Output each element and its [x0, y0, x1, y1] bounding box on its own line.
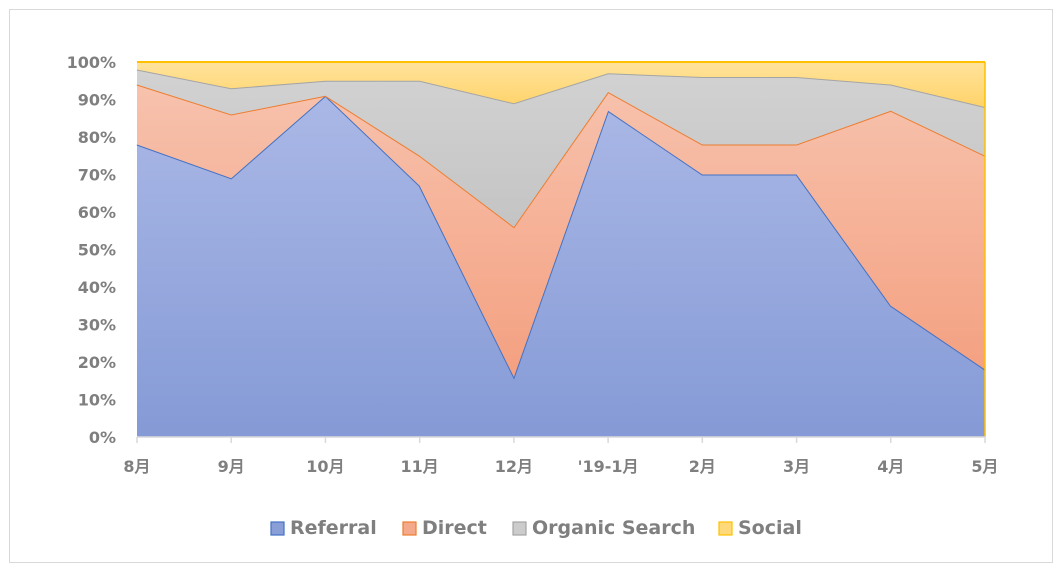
y-tick-label: 90%	[78, 91, 116, 110]
x-axis-ticks: 8月 9月 10月 11月 12月 '19-1月 2月 3月 4月 5月	[123, 457, 998, 476]
legend-swatch	[270, 521, 285, 536]
legend-swatch	[402, 521, 417, 536]
legend: Referral Direct Organic Search Social	[270, 517, 802, 539]
x-tick-label: 5月	[971, 457, 998, 476]
y-tick-label: 30%	[78, 316, 116, 335]
area-organic-search	[137, 69, 985, 227]
x-tick-label: 4月	[877, 457, 904, 476]
legend-label: Direct	[422, 517, 487, 539]
area-direct	[137, 84, 985, 377]
x-tick-label: 8月	[123, 457, 150, 476]
x-tick-label: 10月	[306, 457, 344, 476]
legend-label: Social	[738, 517, 802, 539]
y-tick-label: 40%	[78, 278, 116, 297]
area-referral	[137, 95, 985, 437]
x-tick-label: 9月	[218, 457, 245, 476]
legend-item-direct: Direct	[402, 517, 487, 539]
y-tick-label: 70%	[78, 166, 116, 185]
x-tick-label: 3月	[783, 457, 810, 476]
y-axis-ticks: 0% 10% 20% 30% 40% 50% 60% 70% 80% 90% 100%	[67, 53, 116, 447]
y-tick-label: 10%	[78, 391, 116, 410]
area-social	[137, 62, 985, 107]
legend-swatch	[718, 521, 733, 536]
legend-swatch	[512, 521, 527, 536]
y-tick-label: 20%	[78, 353, 116, 372]
x-tick-label: 11月	[401, 457, 439, 476]
area-layers	[136, 61, 986, 437]
legend-item-social: Social	[718, 517, 802, 539]
y-tick-label: 60%	[78, 203, 116, 222]
y-tick-label: 0%	[89, 428, 116, 447]
legend-label: Organic Search	[532, 517, 695, 539]
x-tick-label: 2月	[689, 457, 716, 476]
legend-item-organic-search: Organic Search	[512, 517, 695, 539]
x-tick-label: '19-1月	[578, 457, 639, 476]
legend-item-referral: Referral	[270, 517, 377, 539]
y-tick-label: 80%	[78, 128, 116, 147]
x-axis	[136, 436, 986, 443]
x-tick-label: 12月	[495, 457, 533, 476]
y-tick-label: 50%	[78, 241, 116, 260]
y-tick-label: 100%	[67, 53, 116, 72]
legend-label: Referral	[290, 517, 377, 539]
